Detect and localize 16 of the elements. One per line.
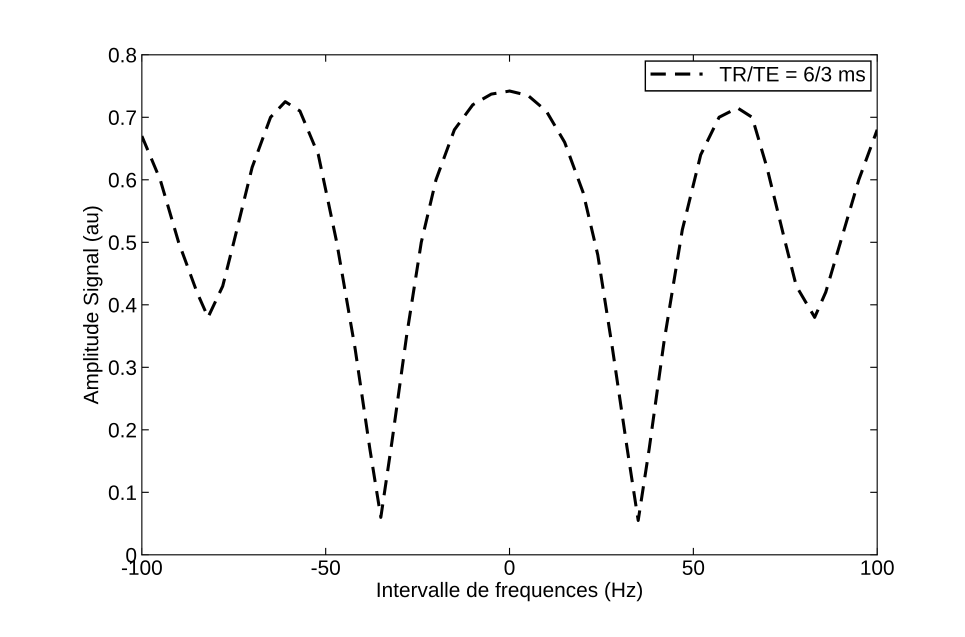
x-tick-label: 100 [861, 560, 894, 575]
x-tick-label: 50 [682, 560, 704, 575]
y-tick-label: 0.2 [108, 422, 136, 438]
x-tick-label: -50 [312, 560, 340, 575]
x-tick-label: -100 [122, 560, 162, 575]
y-tick-label: 0.6 [108, 172, 136, 188]
y-tick-label: 0.8 [108, 48, 136, 63]
y-tick-label: 0.5 [108, 235, 136, 250]
y-tick-label: 0.7 [108, 110, 136, 126]
y-tick-label: 0.3 [108, 360, 136, 376]
y-tick-label: 0.1 [108, 485, 136, 500]
y-axis-title: Amplitude Signal (au) [83, 206, 102, 404]
y-tick-label: 0.4 [108, 298, 136, 313]
x-axis-title: Intervalle de frequences (Hz) [378, 582, 642, 602]
x-tick-label: 0 [504, 560, 514, 575]
legend-label: TR/TE = 6/3 ms [720, 66, 865, 82]
